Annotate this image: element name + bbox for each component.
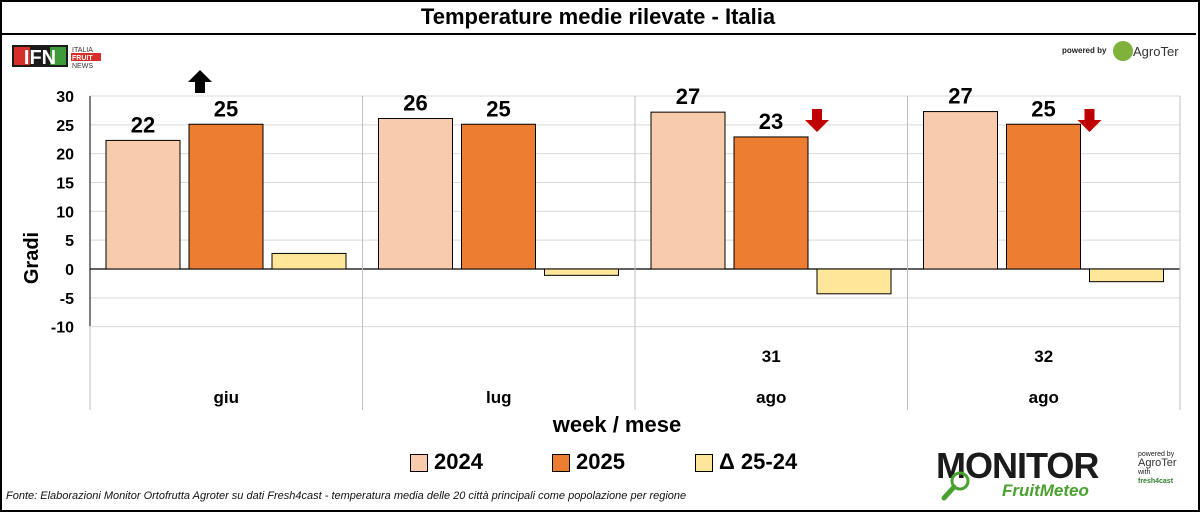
data-label: 26 bbox=[403, 90, 427, 115]
y-tick-label: 30 bbox=[56, 89, 74, 106]
side-powered-by: powered by bbox=[1138, 451, 1175, 458]
bar-Δ-25-24 bbox=[544, 268, 619, 276]
x-axis-label: week / mese bbox=[552, 412, 681, 437]
monitor-logo-text: MONITOR bbox=[936, 445, 1099, 486]
y-tick-label: 25 bbox=[56, 118, 74, 135]
trend-arrow-up bbox=[188, 70, 212, 93]
powered-by-label: powered by bbox=[1062, 46, 1107, 55]
bar-Δ-25-24 bbox=[271, 252, 347, 270]
bar-Δ-25-24 bbox=[816, 268, 892, 295]
y-tick-label: 0 bbox=[65, 262, 74, 279]
ifn-sub-1: ITALIA bbox=[72, 47, 93, 54]
legend-label-2024: 2024 bbox=[434, 449, 483, 474]
data-label: 25 bbox=[214, 96, 238, 121]
y-tick-label: 15 bbox=[56, 176, 74, 193]
y-axis-label: Gradi bbox=[21, 232, 43, 284]
bar-2025 bbox=[733, 136, 809, 270]
data-label: 23 bbox=[759, 109, 783, 134]
ifn-logo-green bbox=[50, 47, 66, 65]
data-label: 27 bbox=[676, 84, 700, 109]
side-credit: powered by AgroTer with fresh4cast bbox=[1138, 450, 1194, 486]
x-week-label: 32 bbox=[1034, 347, 1053, 366]
magnifier-icon bbox=[941, 471, 970, 501]
y-tick-label: -10 bbox=[51, 320, 74, 337]
fresh4cast-logo: fresh4cast bbox=[1138, 478, 1174, 485]
monitor-fruitmeteo-logo: MONITOR FruitMeteo bbox=[936, 445, 1132, 503]
x-month-label: ago bbox=[1029, 388, 1059, 407]
side-agroter-logo: AgroTer bbox=[1138, 457, 1177, 469]
x-month-label: ago bbox=[756, 388, 786, 407]
ifn-logo-red bbox=[14, 47, 30, 65]
y-tick-label: 10 bbox=[56, 204, 74, 221]
legend-swatch-delta bbox=[695, 454, 713, 472]
bar-Δ-25-24 bbox=[1089, 268, 1164, 283]
bar-2025 bbox=[461, 123, 536, 270]
data-label: 22 bbox=[131, 112, 155, 137]
ifn-logo-text: IFN bbox=[24, 47, 56, 69]
y-tick-label: 20 bbox=[56, 147, 74, 164]
bar-2024 bbox=[378, 117, 453, 270]
data-label: 25 bbox=[1031, 96, 1055, 121]
legend-swatch-2024 bbox=[410, 454, 428, 472]
ifn-sub-2: FRUIT bbox=[72, 55, 93, 62]
data-label: 27 bbox=[948, 84, 972, 109]
x-month-label: giu bbox=[214, 388, 240, 407]
bar-2024 bbox=[105, 139, 181, 270]
bar-2025 bbox=[188, 123, 264, 270]
bar-2025 bbox=[1006, 123, 1081, 270]
x-month-label: lug bbox=[486, 388, 512, 407]
agroter-logo-icon bbox=[1113, 41, 1133, 61]
ifn-sub-3: NEWS bbox=[72, 63, 93, 70]
side-with: with bbox=[1138, 469, 1151, 476]
bar-2024 bbox=[923, 111, 998, 270]
ifn-logo: IFN ITALIA FRUIT NEWS bbox=[12, 45, 101, 70]
x-week-label: 31 bbox=[762, 347, 781, 366]
fruitmeteo-logo-text: FruitMeteo bbox=[1002, 481, 1089, 500]
data-label: 25 bbox=[486, 96, 510, 121]
bar-layer: 22 25 26 25 27 23 27 25 bbox=[105, 70, 1164, 295]
grid-layer bbox=[89, 95, 1181, 410]
trend-arrow-down bbox=[1077, 109, 1102, 132]
agroter-logo-text: AgroTer bbox=[1133, 44, 1179, 59]
legend-label-delta: Δ 25-24 bbox=[719, 449, 798, 474]
y-tick-label: 5 bbox=[65, 233, 74, 250]
ifn-sub-bg bbox=[71, 53, 101, 61]
legend-swatch-2025 bbox=[552, 454, 570, 472]
chart-title: Temperature medie rilevate - Italia bbox=[0, 0, 1196, 35]
y-tick-label: -5 bbox=[60, 291, 74, 308]
trend-arrow-down bbox=[805, 109, 829, 132]
source-note: Fonte: Elaborazioni Monitor Ortofrutta A… bbox=[6, 490, 687, 502]
bar-2024 bbox=[650, 111, 726, 270]
axis-layer: 30 25 20 15 10 5 0 -5 -10 giu lug 31 ago 32 ago bbox=[51, 89, 1059, 407]
legend-label-2025: 2025 bbox=[576, 449, 625, 474]
